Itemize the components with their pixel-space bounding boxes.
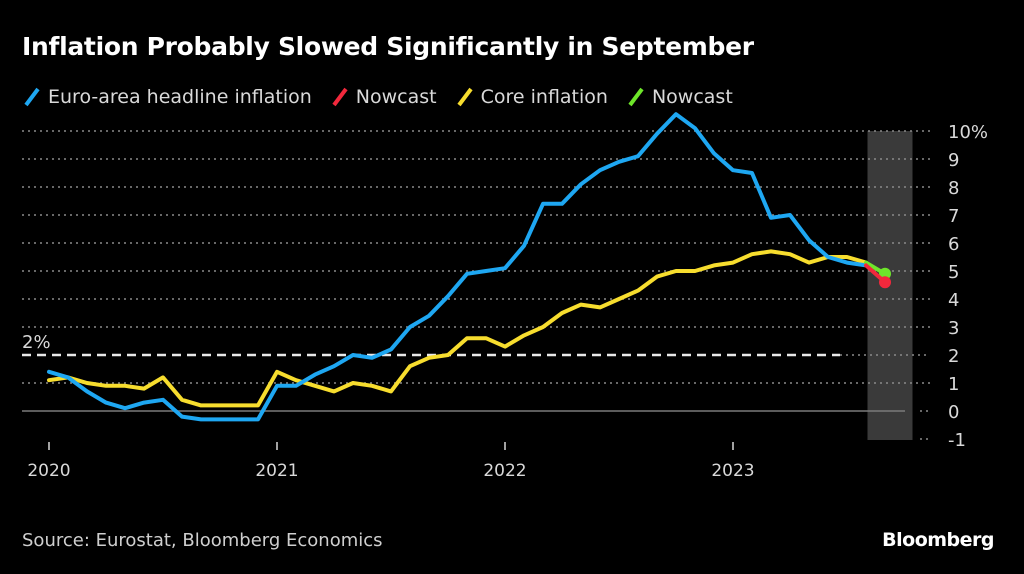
legend: Euro-area headline inflation Nowcast Cor… xyxy=(22,86,751,108)
source-note: Source: Eurostat, Bloomberg Economics xyxy=(22,530,383,551)
x-axis: 2020 2021 2022 2023 xyxy=(27,442,755,481)
y-tick-label: -1 xyxy=(948,430,966,451)
legend-item-core-nowcast: Nowcast xyxy=(626,86,733,108)
y-tick-label: 1 xyxy=(948,374,959,395)
x-tick-label: 2022 xyxy=(483,461,526,481)
legend-swatch-core-icon xyxy=(457,87,473,107)
series-line-core-inflation xyxy=(47,249,868,408)
x-tick-label: 2023 xyxy=(711,461,754,481)
y-tick-label: 0 xyxy=(948,402,959,423)
x-tick-label: 2021 xyxy=(255,461,298,481)
y-tick-label: 3 xyxy=(948,318,959,339)
legend-item-headline: Euro-area headline inflation xyxy=(22,86,312,108)
legend-label-core-nowcast: Nowcast xyxy=(651,86,733,108)
y-tick-label: 2 xyxy=(948,346,959,367)
grid-layer xyxy=(22,130,930,440)
y-tick-label: 6 xyxy=(948,234,959,255)
data-point-nowcast-headline xyxy=(879,276,891,289)
y-tick-label: 7 xyxy=(948,206,959,227)
legend-swatch-core-nowcast-icon xyxy=(628,87,644,107)
reference-line-label: 2% xyxy=(22,332,51,353)
y-tick-label: 5 xyxy=(948,262,959,283)
series-line-euro-area-headline-inflation xyxy=(47,112,868,422)
legend-label-core: Core inflation xyxy=(480,86,608,108)
legend-swatch-headline-nowcast-icon xyxy=(332,87,348,107)
legend-label-headline-nowcast: Nowcast xyxy=(355,86,437,108)
y-tick-label: 8 xyxy=(948,178,959,199)
y-tick-label: 10% xyxy=(948,122,988,143)
legend-swatch-headline-icon xyxy=(24,87,40,107)
legend-label-headline: Euro-area headline inflation xyxy=(48,86,312,108)
bloomberg-logo: Bloomberg xyxy=(882,529,994,551)
chart-title: Inflation Probably Slowed Significantly … xyxy=(22,32,754,61)
legend-item-headline-nowcast: Nowcast xyxy=(330,86,437,108)
y-tick-label: 9 xyxy=(948,150,959,171)
y-tick-label: 4 xyxy=(948,290,959,311)
series-layer xyxy=(47,112,891,422)
y-axis: -1 0 1 2 3 4 5 6 7 8 9 10% xyxy=(948,122,988,451)
data-point-nowcast-core xyxy=(879,267,891,280)
legend-item-core: Core inflation xyxy=(455,86,608,108)
x-tick-label: 2020 xyxy=(27,461,70,481)
reference-line-layer: 2% xyxy=(22,332,930,357)
